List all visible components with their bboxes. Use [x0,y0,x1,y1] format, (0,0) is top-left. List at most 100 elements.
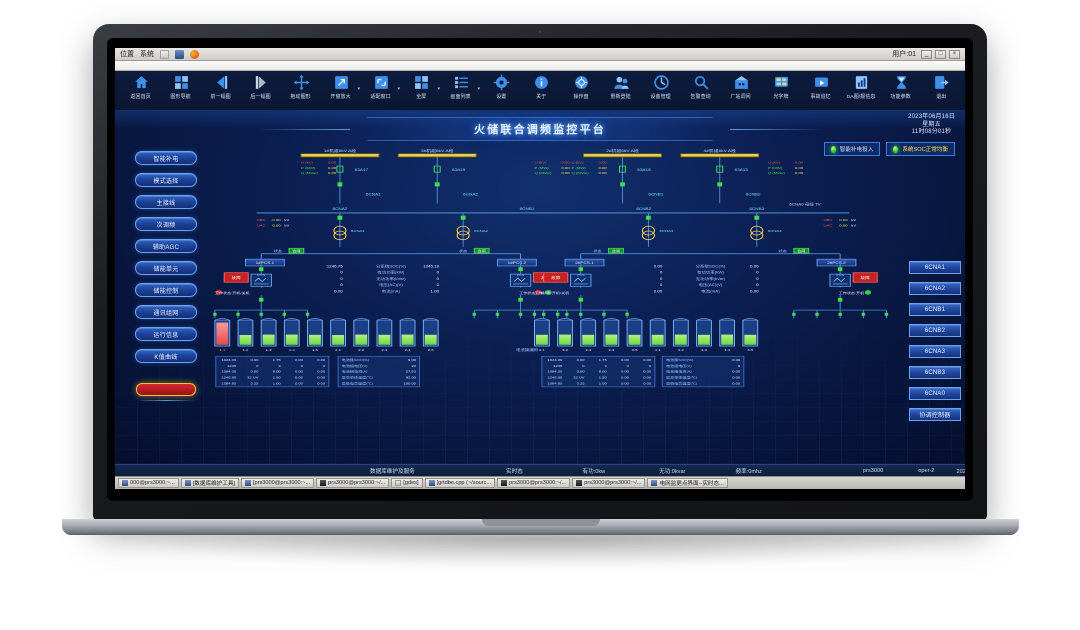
left-menu-item-2[interactable]: 主接线 [135,195,197,209]
alarm-box[interactable] [852,272,878,283]
chevron-down-icon[interactable]: ▾ [477,86,480,92]
right-menu-item-6cna2[interactable]: 6CNA2 [909,282,961,295]
right-menu-item-6cnb3[interactable]: 6CNB3 [909,366,961,379]
battery-breaker[interactable] [555,312,560,316]
disconnector-symbol[interactable] [336,165,344,173]
taskbar-item[interactable]: prs3000@prs3000:~/... [497,478,571,488]
switch-status-box[interactable] [608,247,624,254]
left-nav-menu[interactable]: 智能补电 模式选择 主接线 次调频 辅助AGC 储能单元 储能控制 通讯组网 运行信息 K值曲线 [135,151,197,401]
toolbar-item-console[interactable]: 操作盘 [561,74,601,100]
switch-status-box[interactable] [288,247,305,254]
right-menu-item-6cnb2[interactable]: 6CNB2 [909,324,961,337]
toolbar-item-fit-window[interactable]: 适配窗口 ▾ [361,74,401,100]
breaker-symbol[interactable] [578,297,584,302]
app-icon[interactable] [175,49,184,59]
left-menu-item-6[interactable]: 储能控制 [135,283,197,297]
breaker-symbol[interactable] [337,215,343,220]
taskbar-item[interactable]: [prs3000@prs3000:~... [240,478,315,488]
breaker-symbol[interactable] [578,267,584,272]
toolbar-item-move[interactable]: 拖动图形 [281,74,321,100]
toolbar-item-exit[interactable]: 退出 [921,74,961,100]
main-toolbar[interactable]: 返回首页 图形导航 前一幅图 后一幅图 拖动图形 开窗放大 ▾ 适配窗口 ▾ 全屏 ▾ 画面列表 ▾ 设置… [115,71,965,111]
toolbar-item-search[interactable]: 告警查询 [681,74,721,100]
minimize-icon[interactable] [160,49,169,59]
toolbar-item-station[interactable]: 厂站调间 [721,74,761,100]
left-menu-item-0[interactable]: 智能补电 [135,151,197,165]
breaker-symbol[interactable] [460,215,466,220]
toolbar-item-prev[interactable]: 前一幅图 [201,74,241,100]
toolbar-item-home[interactable]: 返回首页 [121,74,161,100]
breaker-symbol[interactable] [646,215,651,220]
toolbar-item-info[interactable]: 关于 [521,74,561,100]
alarm-box[interactable] [223,272,249,283]
breaker-symbol[interactable] [258,297,264,302]
breaker-symbol[interactable] [837,297,843,302]
breaker-symbol[interactable] [518,297,523,302]
toolbar-item-hourglass[interactable]: 功能参数 [881,74,921,100]
maximize-button[interactable]: □ [935,49,946,59]
pcs-title-box[interactable] [496,258,537,267]
menubar-item-system[interactable]: 系统 [140,51,154,58]
pcs-title-box[interactable] [816,258,857,267]
taskbar-item[interactable]: [gdes] [391,478,423,488]
disconnector-symbol[interactable] [433,165,441,173]
left-menu-item-5[interactable]: 储能单元 [135,261,197,275]
toolbar-item-report[interactable]: DA图/报信息 [841,74,881,100]
toolbar-item-grid[interactable]: 图形导航 [161,74,201,100]
battery-breaker[interactable] [861,312,865,316]
battery-breaker[interactable] [305,312,310,316]
battery-breaker[interactable] [542,312,546,316]
taskbar-item[interactable]: [grtdbe.cpp (~/sourc... [424,478,496,488]
battery-breaker[interactable] [259,312,263,316]
battery-breaker[interactable] [579,312,583,316]
taskbar-item[interactable]: 000@prs3000:~... [118,478,179,488]
firefox-icon[interactable] [190,49,199,59]
taskbar-item[interactable]: [数据库维护工具] [180,478,239,488]
pcs-converter-box[interactable] [509,273,532,287]
toolbar-item-signal[interactable]: 光字牌 [761,74,801,100]
taskbar-item[interactable]: 电网监更点界面--实时态... [647,478,728,488]
left-menu-item-4[interactable]: 辅助AGC [135,239,197,253]
pcs-title-box[interactable] [564,258,605,267]
battery-breaker[interactable] [838,312,842,316]
right-menu-item-6cna1[interactable]: 6CNA1 [909,261,961,274]
toolbar-item-relogin[interactable]: 重新登陆 [601,74,641,100]
breaker-symbol[interactable] [337,182,343,187]
battery-breaker[interactable] [518,312,523,316]
menubar-window-controls[interactable]: 用户:01 _ □ × [892,49,960,59]
toolbar-item-gear[interactable]: 设置 [481,74,521,100]
menubar-item-location[interactable]: 位置 [120,51,134,58]
breaker-symbol[interactable] [620,182,625,187]
pcs-converter-box[interactable] [829,273,851,287]
mode-settings-button[interactable] [136,383,196,396]
taskbar-item[interactable]: prs3000@prs3000:~/... [572,478,646,488]
switch-status-box[interactable] [473,247,490,254]
os-taskbar[interactable]: 000@prs3000:~... [数据库维护工具] [prs3000@prs300… [115,476,965,489]
right-menu-item-6cna3[interactable]: 6CNA3 [909,345,961,358]
battery-breaker[interactable] [532,312,537,316]
left-menu-item-1[interactable]: 模式选择 [135,173,197,187]
toolbar-item-replay[interactable]: 事故追忆 [801,74,841,100]
toolbar-item-next[interactable]: 后一幅图 [241,74,281,100]
toolbar-item-fullscreen[interactable]: 全屏 ▾ [401,74,441,100]
battery-breaker[interactable] [815,312,819,316]
breaker-symbol[interactable] [717,182,723,187]
pcs-converter-box[interactable] [250,273,272,287]
left-menu-item-9[interactable]: K值曲线 [135,349,197,363]
battery-breaker[interactable] [213,312,217,316]
breaker-symbol[interactable] [434,182,440,187]
battery-breaker[interactable] [565,312,569,316]
close-button[interactable]: × [949,49,960,59]
pcs-title-box[interactable] [244,258,285,267]
os-menubar[interactable]: 位置 系统 用户:01 _ □ × [115,48,965,61]
switch-status-box[interactable] [793,247,810,254]
alarm-box[interactable] [543,272,569,283]
battery-breaker[interactable] [602,312,606,316]
right-menu-item-6cnb1[interactable]: 6CNB1 [909,303,961,316]
breaker-symbol[interactable] [258,267,264,272]
battery-breaker[interactable] [236,312,240,316]
left-menu-item-3[interactable]: 次调频 [135,217,197,231]
battery-breaker[interactable] [884,312,889,316]
minimize-button[interactable]: _ [921,49,932,59]
battery-breaker[interactable] [792,312,796,316]
